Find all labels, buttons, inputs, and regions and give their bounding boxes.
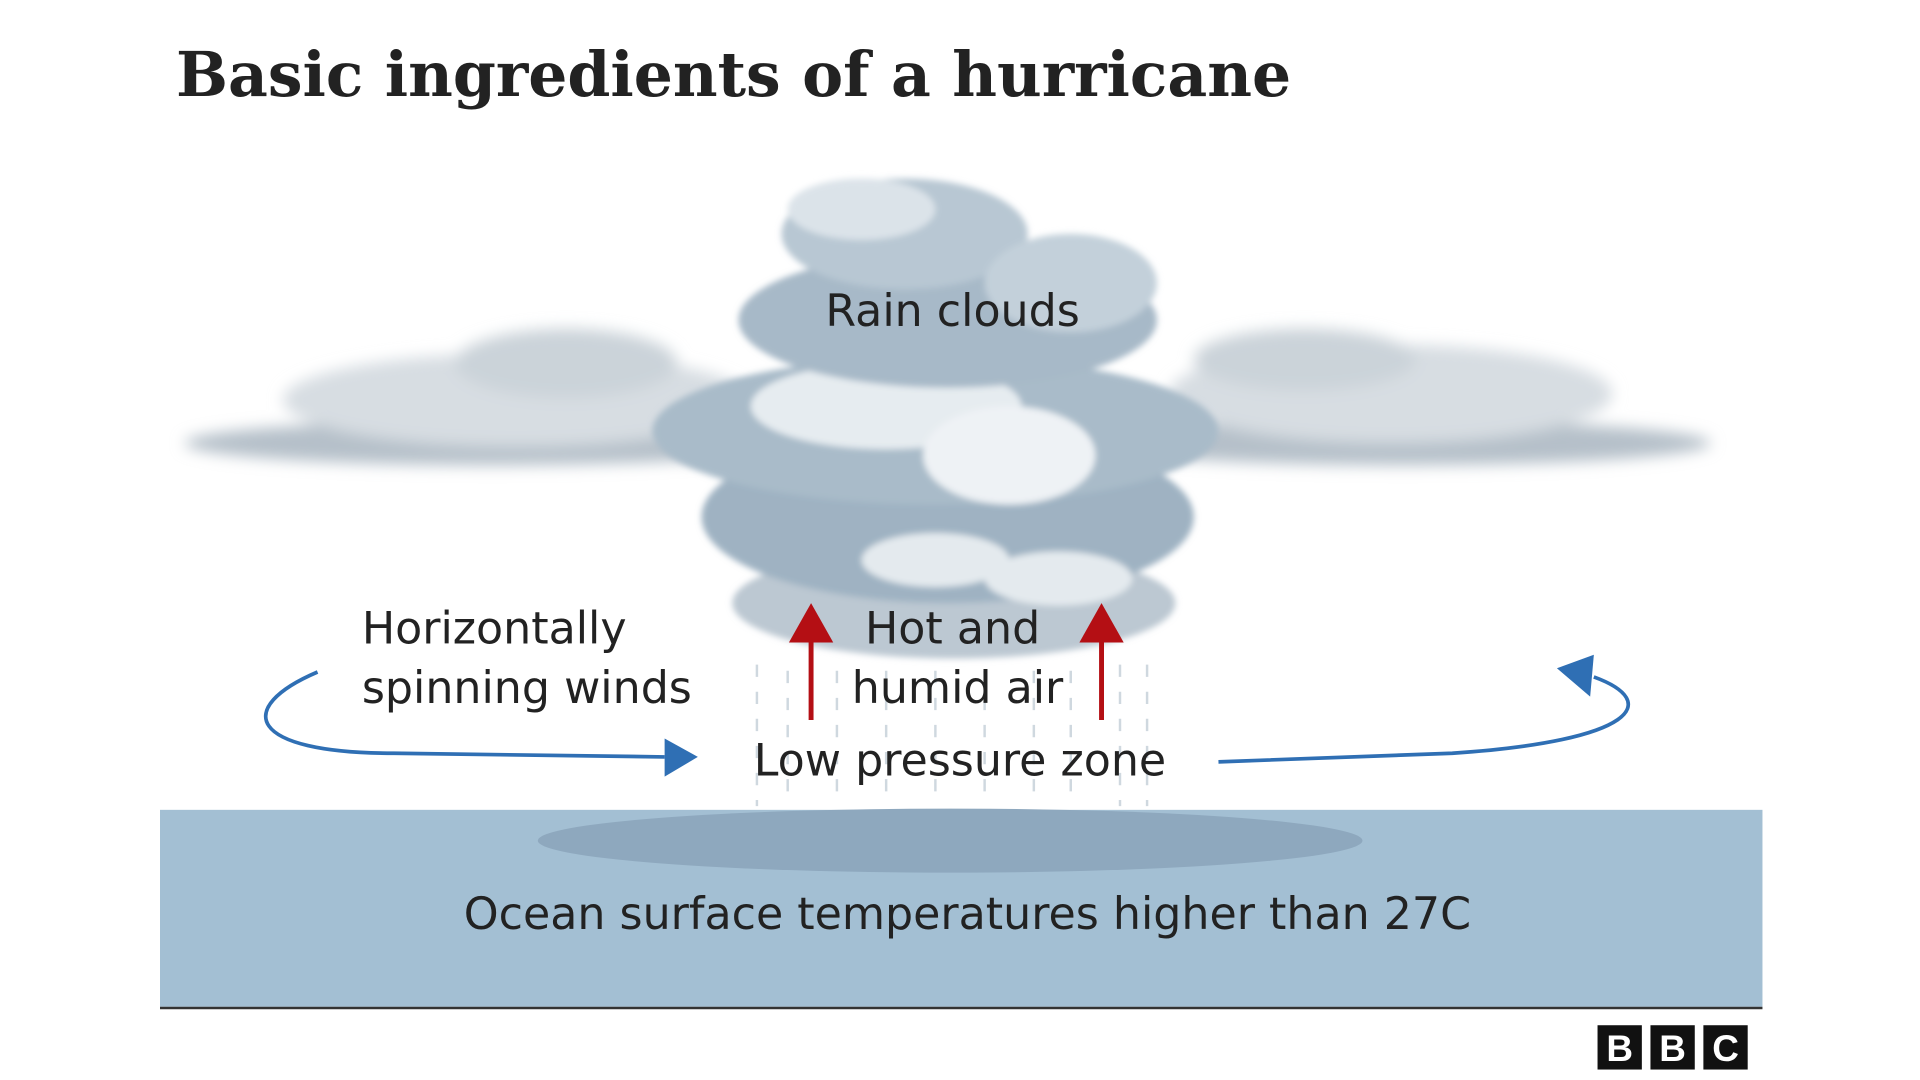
logo-letter: B xyxy=(1606,1028,1633,1069)
low-pressure-shadow xyxy=(537,808,1363,873)
logo: B B C xyxy=(1597,1025,1748,1070)
cloud-tower xyxy=(652,178,1219,659)
logo-letter: C xyxy=(1712,1028,1739,1069)
air-arrowhead xyxy=(1079,603,1124,643)
wind-arrowhead-right xyxy=(1556,654,1594,697)
wind-arrow-right xyxy=(1218,675,1631,764)
wind-arrow-left xyxy=(263,670,665,759)
air-label: humid air xyxy=(852,663,1064,714)
low-pressure-label: Low pressure zone xyxy=(754,735,1166,786)
winds-label: spinning winds xyxy=(362,663,692,714)
side-clouds xyxy=(184,328,1711,466)
rain-clouds-label: Rain clouds xyxy=(825,286,1079,337)
rain xyxy=(755,664,1149,807)
winds-label: Horizontally xyxy=(362,604,627,655)
wind-arrowhead-left xyxy=(664,738,698,777)
title: Basic ingredients of a hurricane xyxy=(176,38,1291,111)
air-arrowhead xyxy=(788,603,834,643)
logo-letter: B xyxy=(1659,1028,1686,1069)
air-label: Hot and xyxy=(865,604,1040,655)
ocean-label: Ocean surface temperatures higher than 2… xyxy=(464,889,1471,940)
